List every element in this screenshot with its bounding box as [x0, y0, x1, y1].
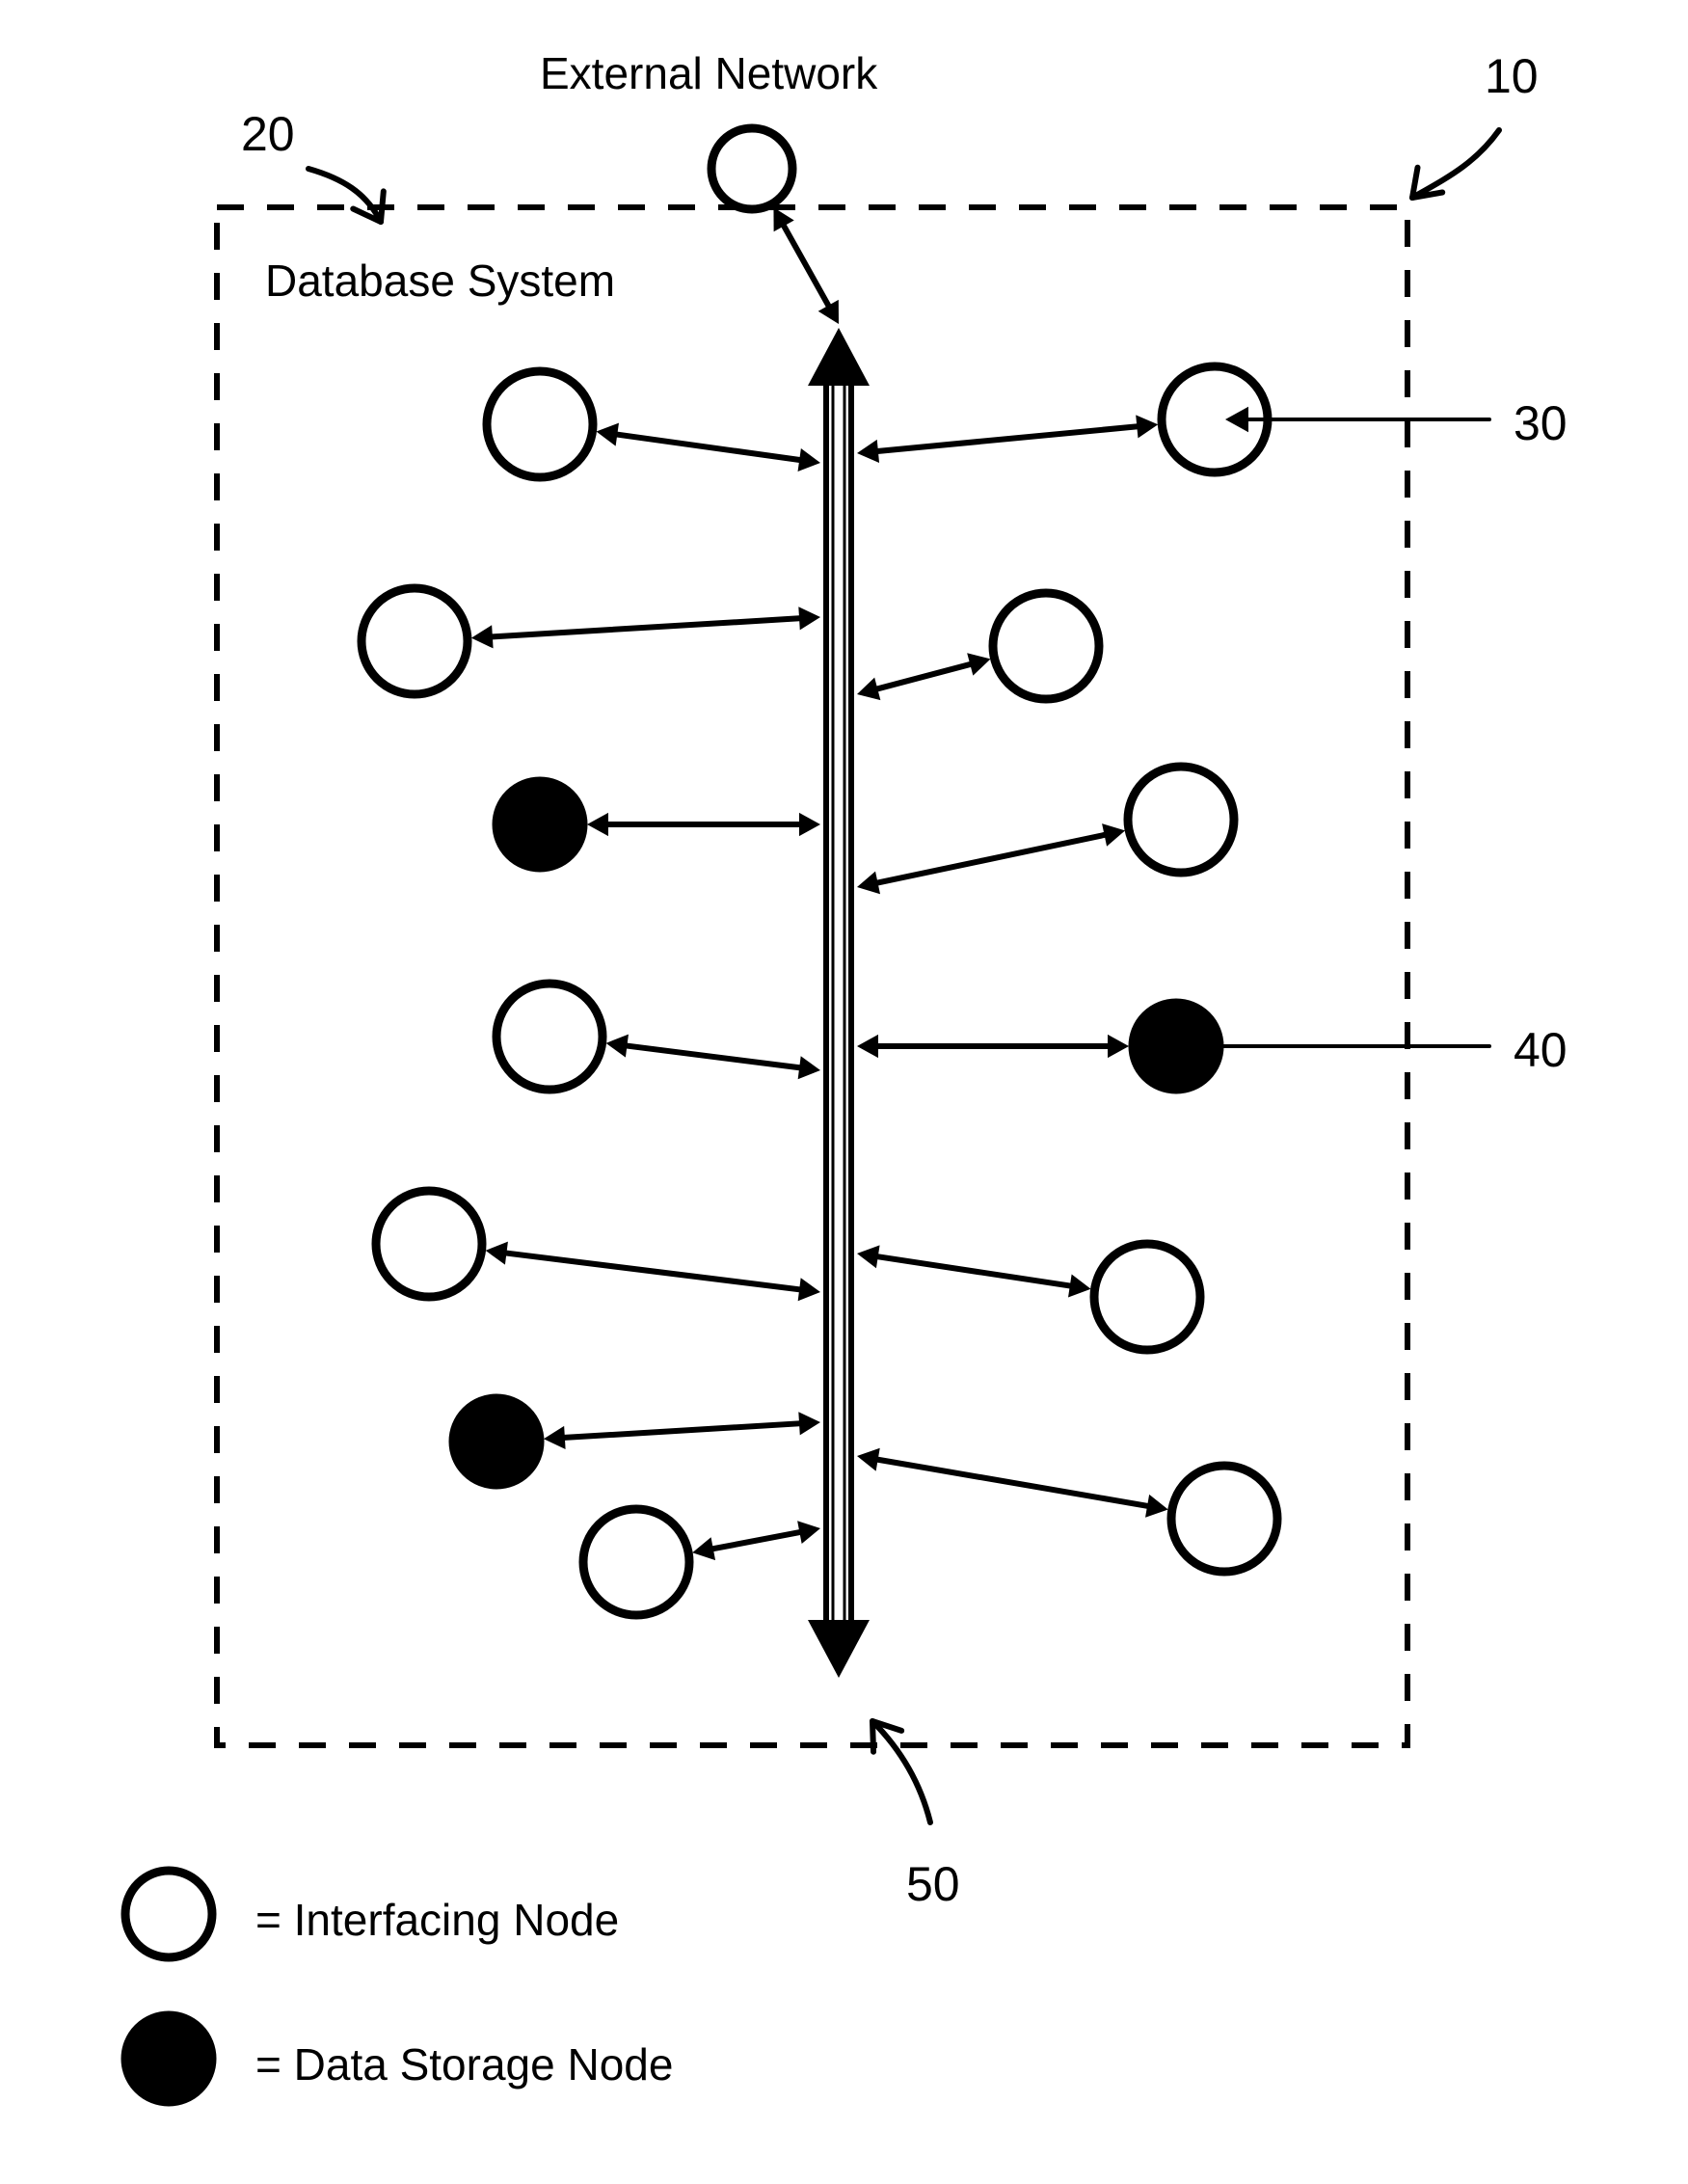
arrowhead-icon — [857, 1245, 880, 1268]
arrowhead-icon — [798, 1056, 820, 1079]
interfacing-node-icon — [1171, 1466, 1277, 1572]
arrowhead-icon — [587, 813, 608, 836]
arrowhead-icon — [1068, 1275, 1091, 1298]
arrowhead-icon — [857, 1448, 880, 1471]
connector-line — [504, 1253, 801, 1289]
interfacing-node-icon — [487, 371, 593, 477]
arrowhead-icon — [797, 1521, 820, 1544]
legend-storage-icon — [125, 2015, 212, 2102]
arrowhead-icon — [544, 1426, 566, 1449]
connector-line — [876, 426, 1139, 451]
ref-10-label: 10 — [1485, 48, 1539, 104]
arrowhead-icon — [967, 653, 990, 675]
arrowhead-icon — [471, 625, 494, 648]
connector-line — [876, 1459, 1150, 1506]
legend-storage-text: = Data Storage Node — [255, 2038, 673, 2090]
arrowhead-icon — [857, 872, 880, 895]
ref-30-label: 30 — [1514, 395, 1567, 451]
arrowhead-icon — [692, 1537, 715, 1560]
interfacing-node-icon — [376, 1191, 482, 1297]
database-system-label: Database System — [265, 255, 615, 307]
ref-40-label: 40 — [1514, 1022, 1567, 1078]
arrowhead-icon — [606, 1035, 629, 1058]
interfacing-node-icon — [583, 1509, 689, 1615]
arrowhead-icon — [798, 448, 820, 472]
connector-line — [876, 1256, 1072, 1286]
interfacing-node-icon — [362, 588, 468, 694]
external-network-label: External Network — [540, 47, 877, 99]
ref-20-label: 20 — [241, 106, 295, 162]
arrowhead-icon — [857, 678, 880, 700]
bus-arrowhead-bottom — [808, 1620, 870, 1678]
interfacing-node-icon — [993, 593, 1099, 699]
arrowhead-icon — [1102, 823, 1125, 847]
connector-line — [491, 618, 802, 636]
callout-curve — [1412, 130, 1499, 198]
connector-line — [783, 224, 829, 307]
connector-line — [711, 1532, 802, 1550]
interfacing-node-icon — [1094, 1244, 1200, 1350]
data-storage-node-icon — [453, 1398, 540, 1485]
connector-line — [563, 1423, 802, 1438]
connector-line — [625, 1045, 801, 1067]
arrowhead-icon — [1136, 415, 1158, 438]
arrowhead-icon — [798, 1412, 820, 1435]
legend-interfacing-text: = Interfacing Node — [255, 1894, 619, 1946]
arrowhead-icon — [799, 813, 820, 836]
arrowhead-icon — [798, 607, 820, 630]
connector-line — [615, 434, 801, 460]
connector-line — [875, 663, 972, 689]
callout-arrowhead — [872, 1721, 873, 1752]
bus-arrowhead-top — [808, 328, 870, 386]
arrowhead-icon — [1108, 1035, 1129, 1058]
arrowhead-icon — [486, 1242, 508, 1265]
arrowhead-icon — [857, 1035, 878, 1058]
legend-interfacing-icon — [125, 1871, 212, 1957]
arrowhead-icon — [857, 440, 879, 463]
arrowhead-icon — [1145, 1495, 1168, 1518]
connector-line — [875, 834, 1106, 882]
arrowhead-icon — [597, 423, 619, 446]
callout-arrowhead — [381, 191, 384, 222]
arrowhead-icon — [798, 1278, 820, 1301]
interfacing-node-icon — [496, 984, 603, 1090]
data-storage-node-icon — [496, 781, 583, 868]
interfacing-node-icon — [711, 128, 792, 209]
interfacing-node-icon — [1128, 767, 1234, 873]
ref-50-label: 50 — [906, 1856, 960, 1912]
callout-curve — [872, 1721, 930, 1822]
